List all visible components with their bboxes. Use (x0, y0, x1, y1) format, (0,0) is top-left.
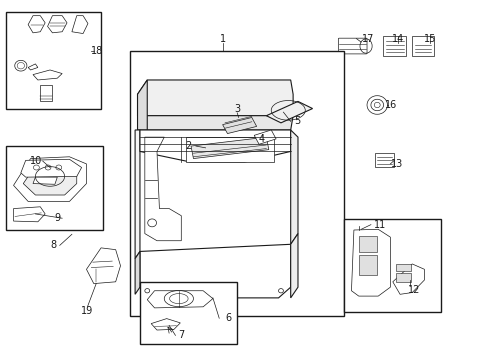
Polygon shape (140, 130, 290, 162)
Text: 9: 9 (54, 213, 60, 223)
Text: 18: 18 (91, 46, 103, 56)
Text: 2: 2 (185, 141, 191, 151)
Text: 6: 6 (225, 313, 231, 323)
Polygon shape (137, 80, 292, 116)
Polygon shape (72, 16, 88, 33)
Polygon shape (21, 159, 81, 177)
Polygon shape (290, 130, 297, 244)
Polygon shape (23, 162, 77, 195)
Text: 16: 16 (385, 100, 397, 110)
Bar (40, 85, 52, 102)
Bar (395, 264, 410, 271)
Polygon shape (135, 251, 140, 294)
Polygon shape (290, 234, 297, 298)
Bar (140, 282, 237, 344)
Text: 5: 5 (293, 116, 300, 126)
Polygon shape (135, 130, 140, 258)
Bar (130, 51, 344, 316)
Text: 10: 10 (30, 156, 42, 166)
Text: 8: 8 (51, 240, 57, 250)
Bar (6, 146, 103, 230)
Bar (411, 36, 433, 56)
Polygon shape (144, 137, 181, 241)
Bar (374, 153, 393, 167)
Polygon shape (266, 102, 312, 123)
Polygon shape (33, 70, 62, 80)
Bar (382, 36, 406, 56)
Polygon shape (222, 117, 256, 134)
Polygon shape (28, 64, 38, 70)
Polygon shape (254, 130, 276, 144)
Polygon shape (351, 229, 389, 296)
FancyBboxPatch shape (338, 38, 366, 54)
Polygon shape (140, 244, 290, 298)
Bar (358, 255, 376, 275)
Text: 19: 19 (81, 306, 93, 316)
Polygon shape (14, 157, 86, 202)
Bar (358, 236, 376, 252)
Text: 14: 14 (391, 34, 403, 44)
Text: 13: 13 (390, 159, 402, 169)
Text: 15: 15 (423, 34, 435, 44)
Text: 17: 17 (362, 33, 374, 44)
Polygon shape (392, 264, 424, 294)
Text: 11: 11 (373, 220, 385, 230)
Text: 3: 3 (234, 104, 240, 114)
Polygon shape (33, 177, 57, 184)
Text: 1: 1 (219, 34, 225, 44)
Text: 4: 4 (258, 134, 264, 144)
Polygon shape (14, 207, 45, 222)
Polygon shape (86, 248, 120, 284)
Text: 12: 12 (407, 285, 419, 295)
Polygon shape (28, 16, 45, 33)
Polygon shape (186, 137, 273, 162)
Polygon shape (137, 80, 147, 130)
Polygon shape (147, 291, 212, 308)
Polygon shape (137, 116, 292, 130)
Bar (395, 273, 410, 282)
Text: 7: 7 (178, 330, 184, 341)
Bar (6, 12, 101, 109)
Polygon shape (191, 137, 268, 158)
Polygon shape (151, 319, 180, 330)
Bar (344, 219, 441, 312)
Polygon shape (47, 16, 67, 33)
